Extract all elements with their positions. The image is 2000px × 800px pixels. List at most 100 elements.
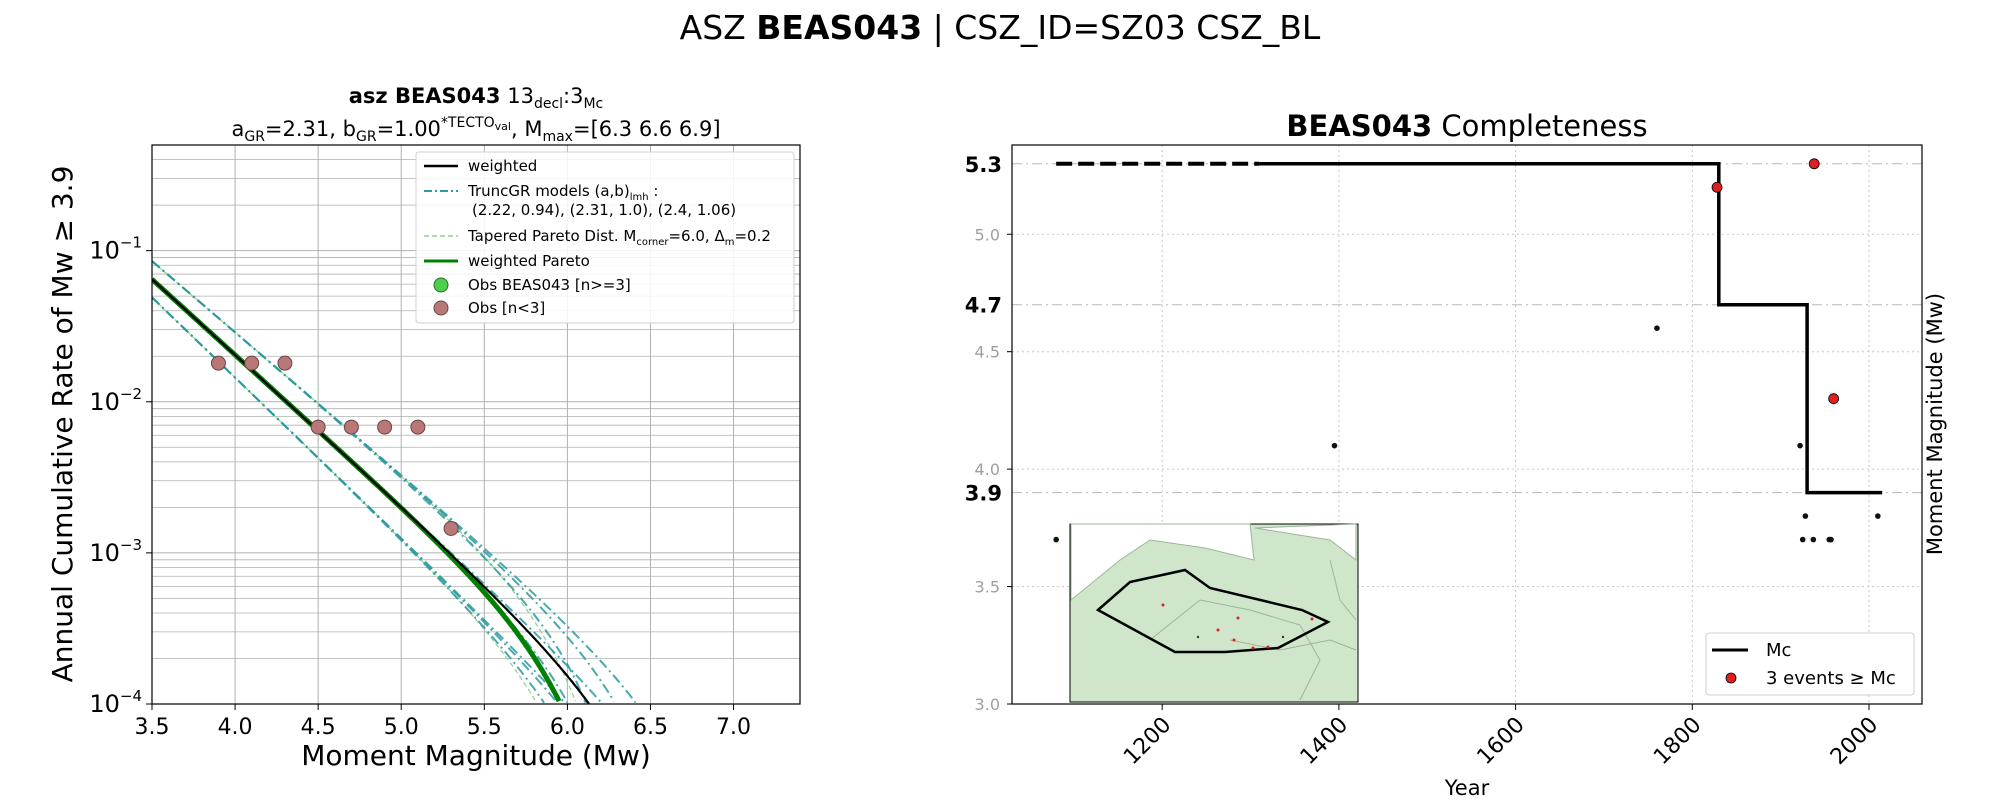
legend-label-mc-events: 3 events ≥ Mc: [1766, 668, 1896, 689]
truncgr-model-curve: [152, 296, 545, 704]
completeness-mc-tick-label: 3.9: [965, 482, 1002, 506]
catalog-event: [1875, 513, 1881, 519]
legend-label-obs-few: Obs [n<3]: [468, 299, 545, 317]
legend-label-weighted-pareto: weighted Pareto: [468, 252, 590, 270]
catalog-event: [1799, 536, 1806, 543]
completeness-x-axis-label: Year: [1444, 776, 1490, 800]
mc-event: [1828, 393, 1840, 405]
mfd-x-tick-label: 6.5: [633, 715, 668, 740]
legend-label-tapered: Tapered Pareto Dist. Mcorner=6.0, Δm=0.2: [467, 227, 771, 248]
completeness-mc-step: [1056, 161, 1883, 495]
observation-point: [277, 355, 293, 371]
completeness-legend-box: [1705, 632, 1915, 696]
completeness-y-tick-label: 3.5: [975, 578, 1000, 597]
catalog-event: [1053, 536, 1059, 543]
truncgr-model-curve: [152, 278, 569, 703]
mfd-y-tick-label: 10−2: [89, 385, 142, 416]
legend-label-obs-good: Obs BEAS043 [n>=3]: [468, 276, 631, 294]
observation-point: [310, 419, 326, 435]
completeness-y-tick-label: 3.0: [975, 695, 1000, 714]
mfd-legend: weighted TruncGR models (a,b)lmh : (2.22…: [415, 151, 795, 324]
observation-point: [343, 419, 359, 435]
inset-map-borders: [1149, 559, 1357, 701]
legend-label-weighted: weighted: [468, 157, 537, 175]
inset-map-epicenter: [1196, 635, 1200, 639]
completeness-mc-reference-lines: [1012, 163, 1922, 494]
tapered-pareto-curve: [152, 278, 558, 702]
mfd-x-tick-label: 7.0: [716, 715, 751, 740]
catalog-event: [1802, 513, 1809, 519]
mfd-y-tick-label: 10−4: [89, 687, 142, 718]
truncgr-model-curve: [152, 260, 615, 703]
legend-marker-obs-good: [433, 277, 449, 293]
truncgr-model-curve: [152, 260, 637, 704]
completeness-y-tick-label: 5.0: [975, 225, 1000, 244]
observation-point: [210, 355, 226, 371]
mfd-y-tick-label: 10−1: [89, 234, 142, 265]
completeness-legend: Mc 3 events ≥ Mc: [1705, 632, 1915, 696]
mfd-legend-box: [415, 151, 795, 324]
catalog-event: [1810, 536, 1817, 543]
mc-step-line: [1259, 162, 1883, 495]
inset-map-epicenter: [1281, 635, 1285, 639]
completeness-x-tick-label: 1200: [1119, 713, 1176, 770]
catalog-event: [1797, 442, 1803, 449]
figure-suptitle: ASZ BEAS043 | CSZ_ID=SZ03 CSZ_BL: [679, 8, 1321, 47]
mfd-x-ticks: 3.5 4.0 4.5 5.0 5.5 6.0 6.5 7.0: [135, 704, 751, 740]
mc-event: [1808, 158, 1820, 170]
completeness-x-ticks: 1200 1400 1600 1800 2000: [1119, 704, 1883, 770]
inset-map-source-zone: [1095, 568, 1331, 654]
tapered-pareto-curve: [152, 260, 577, 702]
inset-map-epicenter: [1266, 645, 1270, 649]
mc-event: [1711, 181, 1723, 193]
mfd-y-ticks: 10−1 10−2 10−3 10−4: [89, 234, 152, 718]
mfd-x-tick-label: 6.0: [550, 715, 585, 740]
catalog-event: [1828, 536, 1834, 543]
completeness-x-tick-label: 1600: [1473, 713, 1530, 770]
observation-point: [410, 419, 426, 435]
legend-label-truncgr-models: (2.22, 0.94), (2.31, 1.0), (2.4, 1.06): [472, 201, 736, 219]
legend-label-truncgr: TruncGR models (a,b)lmh :: [467, 182, 658, 203]
weighted-curve: [152, 278, 590, 704]
catalog-event: [1654, 325, 1660, 332]
completeness-x-tick-label: 2000: [1826, 713, 1883, 770]
mfd-observations: [210, 355, 459, 536]
mfd-y-tick-label: 10−3: [89, 536, 142, 567]
completeness-plot-frame: [1011, 144, 1923, 705]
inset-map-epicenter: [1251, 646, 1255, 650]
inset-map-sea: [1070, 523, 1255, 602]
completeness-y-tick-label: 4.5: [975, 343, 1000, 362]
mfd-x-tick-label: 5.5: [467, 715, 502, 740]
inset-map-epicenter: [1161, 603, 1165, 607]
completeness-y-tick-label: 4.0: [975, 460, 1000, 479]
mfd-x-axis-label: Moment Magnitude (Mw): [301, 739, 651, 772]
completeness-y-axis-label: Moment Magnitude (Mw): [1923, 293, 1947, 555]
completeness-chart: 1200 1400 1600 1800 2000 3.0 3.5 4.0 4.5 5.0 5.3 4…: [965, 109, 1947, 800]
mfd-x-tick-label: 3.5: [135, 715, 170, 740]
catalog-event: [1331, 442, 1338, 449]
legend-marker-obs-few: [433, 300, 449, 316]
mfd-chart: 3.5 4.0 4.5 5.0 5.5 6.0 6.5 7.0 10−110−210−310−…: [46, 84, 801, 772]
mfd-y-axis-label: Annual Cumulative Rate of Mw ≥ 3.9: [46, 166, 79, 683]
mfd-x-tick-label: 5.0: [384, 715, 419, 740]
inset-map-epicenter: [1236, 616, 1240, 620]
completeness-title: BEAS043 Completeness: [1286, 109, 1647, 143]
mfd-plot-frame: [151, 144, 801, 705]
completeness-events: [1053, 158, 1881, 543]
observation-point: [377, 419, 393, 435]
mfd-title-line1: asz BEAS043 13decl:3Mc: [349, 84, 604, 112]
mfd-x-tick-label: 4.0: [218, 715, 253, 740]
completeness-mc-tick-label: 5.3: [965, 153, 1002, 177]
completeness-mc-tick-label: 4.7: [965, 294, 1002, 318]
mfd-title-line2: aGR=2.31, bGR=1.00*TECTOval, Mmax=[6.3 6…: [231, 115, 720, 145]
observation-point: [244, 355, 260, 371]
completeness-x-tick-label: 1800: [1649, 713, 1706, 770]
legend-label-mc: Mc: [1766, 640, 1791, 661]
mfd-x-tick-label: 4.5: [301, 715, 336, 740]
legend-marker-mc-events: [1725, 672, 1737, 684]
completeness-y-ticks: 3.0 3.5 4.0 4.5 5.0 5.3 4.7 3.9: [965, 153, 1012, 714]
mfd-curve-group: [152, 260, 637, 704]
mfd-curves: [152, 260, 637, 704]
completeness-x-tick-label: 1400: [1296, 713, 1353, 770]
